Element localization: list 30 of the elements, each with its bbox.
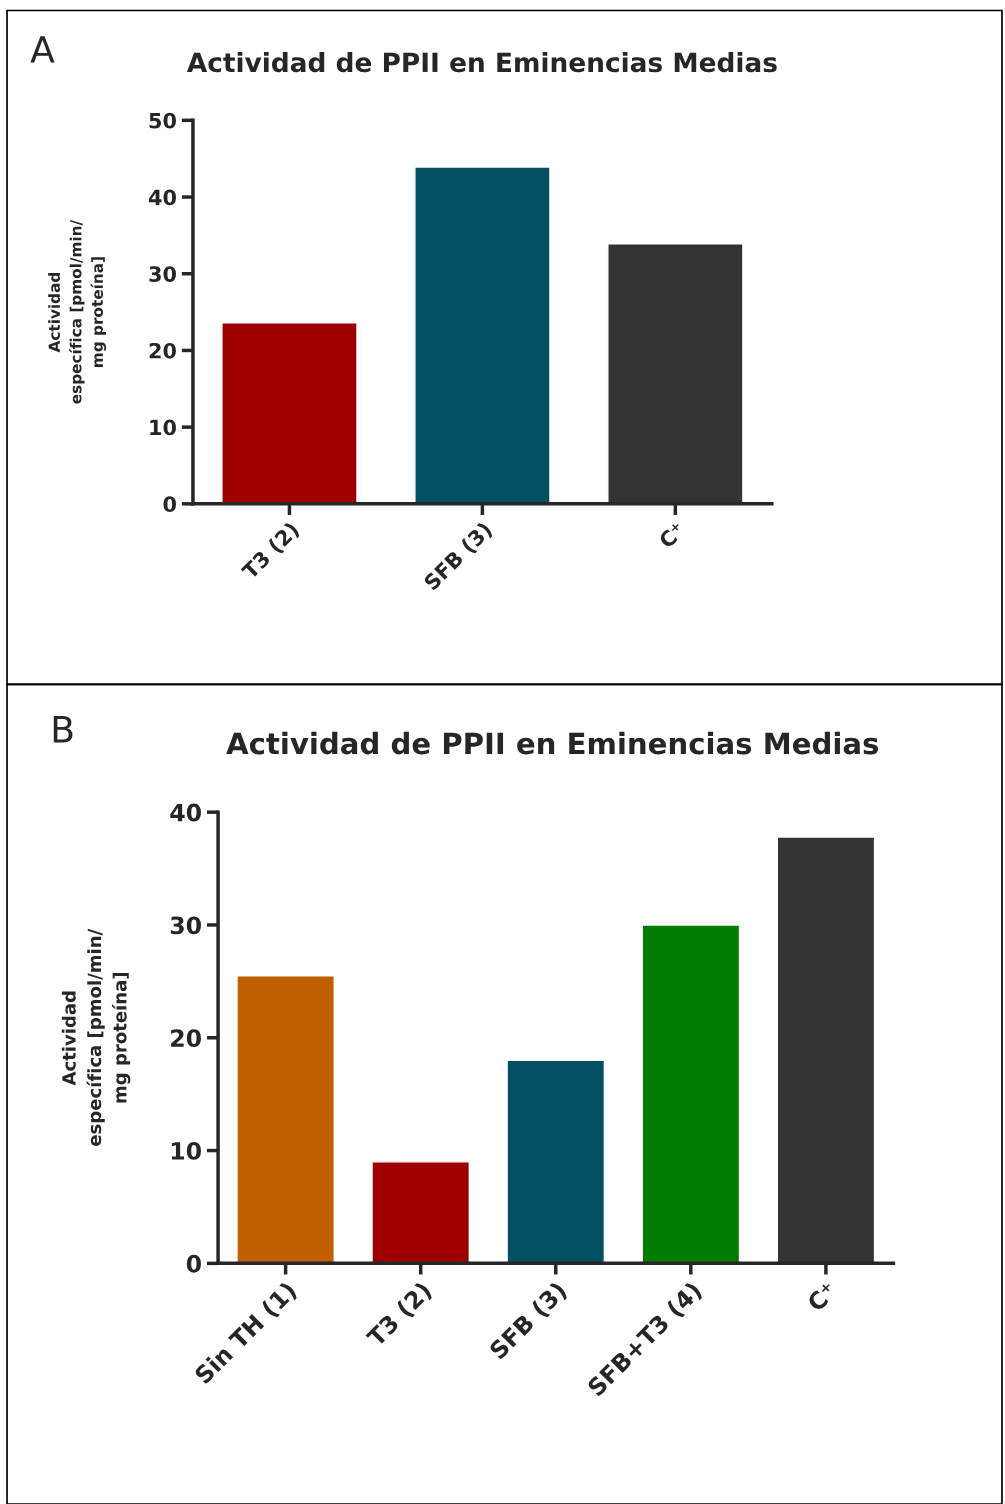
bar xyxy=(607,243,744,504)
x-tick-label: Sin TH (1) xyxy=(193,1280,300,1387)
bar xyxy=(236,975,335,1264)
x-tick-label: C⁺ xyxy=(657,521,686,550)
y-tick-label: 20 xyxy=(171,1029,201,1048)
y-tick-label: 50 xyxy=(149,112,176,129)
x-tick-label: T3 (2) xyxy=(240,521,302,583)
y-tick-label: 0 xyxy=(163,496,176,513)
bar xyxy=(221,322,358,504)
bar xyxy=(506,1059,606,1264)
y-tick-label: 40 xyxy=(170,803,201,822)
chart-title: Actividad de PPII en Eminencias Medias xyxy=(226,731,879,755)
bar xyxy=(776,836,876,1264)
y-tick-label: 30 xyxy=(170,916,201,935)
y-tick-label: 10 xyxy=(171,1142,201,1160)
y-tick-label: 40 xyxy=(148,189,176,206)
text: A xyxy=(30,36,55,63)
chart-title: Actividad de PPII en Eminencias Medias xyxy=(186,51,777,73)
y-tick-label: 20 xyxy=(149,342,176,359)
y-tick-label: 30 xyxy=(149,266,176,282)
x-tick-label: C⁺ xyxy=(805,1280,838,1313)
x-tick-label: T3 (2) xyxy=(365,1280,435,1350)
y-axis-title: Actividad específica [pmol/min/ mg proteína] xyxy=(61,928,131,1146)
y-axis-title: Actividad específica [pmol/min/ mg proteína] xyxy=(48,219,107,404)
bar xyxy=(641,924,741,1264)
bar xyxy=(414,166,551,504)
bar xyxy=(371,1161,471,1264)
y-tick-label: 0 xyxy=(186,1254,201,1273)
y-tick-label: 10 xyxy=(150,419,176,436)
text: B xyxy=(53,716,73,743)
